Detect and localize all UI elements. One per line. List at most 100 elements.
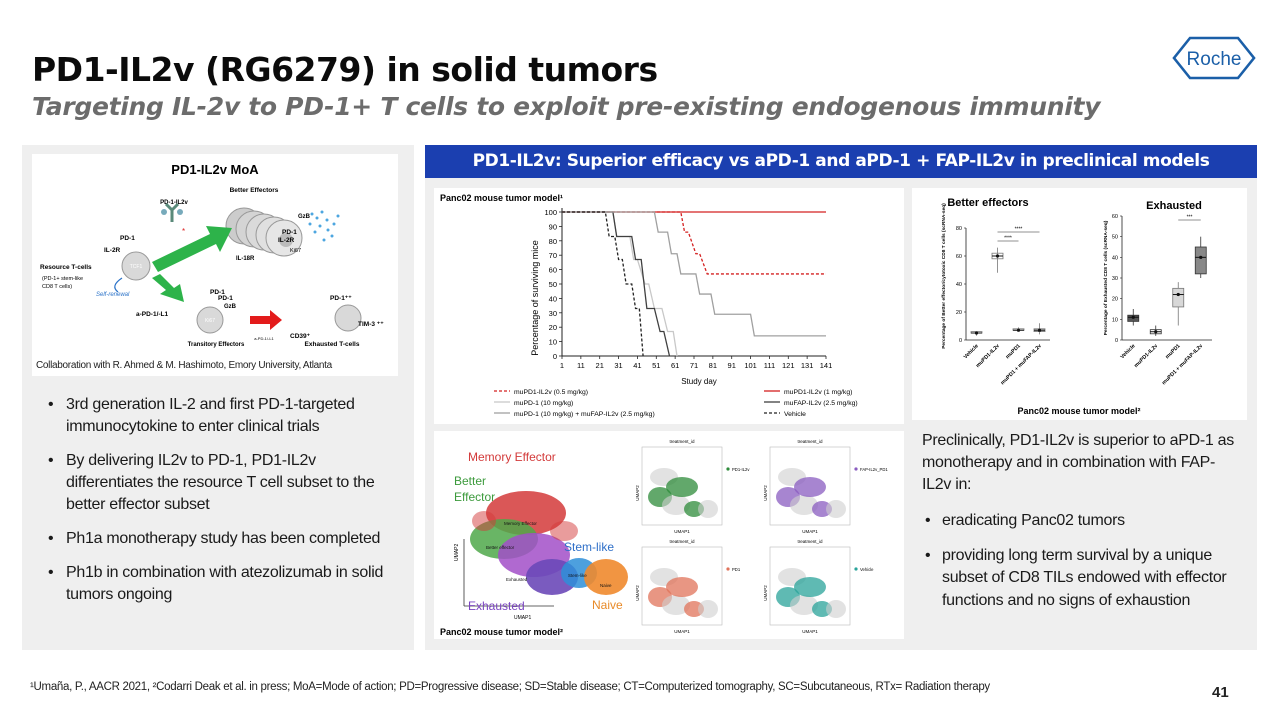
moa-label-pd1: PD-1: [120, 235, 135, 242]
umap-panel-cluster: [790, 595, 818, 615]
moa-label-apd1-small: a-PD-1/-L1: [254, 336, 274, 341]
survival-series-line: [562, 211, 671, 357]
umap-panel-cluster: [698, 500, 718, 518]
umap-small-memory: Memory Effector: [504, 521, 537, 526]
boxplot-y-tick-label: 30: [1112, 276, 1118, 282]
moa-label-resource: Resource T-cells: [40, 264, 92, 271]
boxplot-title-better: Better effectors: [947, 197, 1028, 209]
umap-panel-cluster: [826, 600, 846, 618]
boxplot-box: [1194, 246, 1207, 275]
survival-x-tick-label: 31: [614, 361, 622, 370]
boxplot-category-label: Vehicle: [963, 343, 980, 360]
umap-label-exhausted: Exhausted: [468, 599, 525, 613]
exhausted-cell-icon: [334, 304, 362, 332]
transitory-cell-icon: [196, 306, 224, 334]
moa-label-pd1pp: PD-1⁺⁺: [330, 295, 352, 302]
renewal-arrow-icon: [114, 277, 123, 293]
umap-label-better: Better: [454, 474, 486, 488]
boxplot-y-tick-label: 20: [1112, 297, 1118, 303]
moa-label-il18r: IL-18R: [236, 256, 255, 262]
umap-panel-legend-dot: [854, 467, 858, 471]
moa-label-pd1-t: PD-1: [210, 289, 225, 296]
boxplot-y-tick-label: 40: [956, 282, 962, 288]
survival-y-tick-label: 40: [549, 294, 557, 303]
umap-label-naive: Naive: [592, 598, 623, 612]
boxplot-point: [1037, 328, 1042, 332]
boxplot-box: [1172, 287, 1185, 308]
umap-panel-cluster: [684, 601, 704, 617]
umap-panel-header: treatment_id: [797, 539, 823, 544]
umap-panel-cluster: [812, 601, 832, 617]
survival-y-tick-label: 0: [553, 352, 557, 361]
moa-label-transitory: Transitory Effectors: [188, 342, 245, 348]
boxplot-title-exhausted: Exhausted: [1146, 200, 1202, 212]
granzyme-dots-icon: [308, 210, 340, 242]
umap-panel-legend-dot: [854, 567, 858, 571]
findings-bullet: providing long term survival by a unique…: [922, 545, 1242, 613]
survival-y-tick-label: 90: [549, 222, 557, 231]
resource-cell-icon: [121, 251, 151, 281]
survival-x-tick-label: 21: [596, 361, 604, 370]
moa-label-ki67-t: Ki67: [205, 318, 215, 324]
umap-box: Memory Effector Better Effector Stem-lik…: [434, 431, 904, 639]
umap-panel-xlabel: UMAP1: [674, 629, 690, 634]
boxplot-category-label: Vehicle: [1120, 343, 1137, 360]
survival-legend-label: muPD-1 (10 mg/kg): [514, 400, 573, 407]
left-bullet: 3rd generation IL-2 and first PD-1-targe…: [48, 394, 393, 438]
boxplot-y-tick-label: 0: [1115, 338, 1118, 344]
survival-chart-title: Panc02 mouse tumor model¹: [440, 193, 563, 203]
arrow-down-icon: [152, 274, 184, 302]
survival-chart-box: Panc02 mouse tumor model¹ Percentage of …: [434, 188, 904, 424]
survival-y-tick-label: 100: [544, 208, 557, 217]
survival-y-tick-label: 20: [549, 323, 557, 332]
umap-panel-header: treatment_id: [669, 539, 695, 544]
survival-x-tick-label: 1: [560, 361, 564, 370]
survival-series-line: [562, 211, 678, 357]
umap-panel-cluster: [662, 495, 690, 515]
moa-label-pd1-t2: PD-1: [218, 295, 233, 302]
umap-panel-cluster: [794, 477, 826, 497]
arrow-right-icon: [250, 310, 282, 330]
umap-panel-ylabel: UMAP2: [635, 485, 640, 501]
boxplot-significance-label: ***: [1187, 215, 1193, 221]
moa-label-il2r: IL-2R: [104, 247, 121, 254]
umap-small-exhausted: Exhausted: [506, 577, 528, 582]
survival-chart: Panc02 mouse tumor model¹ Percentage of …: [440, 193, 858, 418]
boxplot-category-label: muPD1 + muFAP-IL2v: [1161, 343, 1204, 386]
umap-panel-header: treatment_id: [797, 439, 823, 444]
umap-panel-legend-label: FAP-IL2v_PD1: [860, 467, 888, 472]
survival-x-tick-label: 51: [652, 361, 660, 370]
moa-label-cd39: CD39⁺: [290, 333, 311, 340]
umap-label-effector: Effector: [454, 490, 495, 504]
left-bullet: Ph1a monotherapy study has been complete…: [48, 528, 393, 550]
boxplot-ylabel-exhausted: Percentage of Exhausted CD8 T cells (scR…: [1103, 220, 1109, 335]
umap-panel-cluster: [666, 477, 698, 497]
survival-x-tick-label: 101: [744, 361, 757, 370]
umap-panel-xlabel: UMAP1: [674, 529, 690, 534]
survival-series-line: [562, 211, 644, 357]
boxplot-y-tick-label: 0: [959, 338, 962, 344]
moa-label-self-renewal: Self-renewal: [96, 292, 130, 298]
umap-figure: Memory Effector Better Effector Stem-lik…: [440, 439, 888, 637]
umap-panel-ylabel: UMAP2: [763, 485, 768, 501]
left-bullets: 3rd generation IL-2 and first PD-1-targe…: [48, 394, 393, 618]
umap-small-naive: Naive: [600, 583, 612, 588]
findings-bullet: eradicating Panc02 tumors: [922, 510, 1242, 533]
boxplot-y-tick-label: 50: [1112, 235, 1118, 241]
umap-panel-legend-label: PD1-IL2v: [732, 467, 750, 472]
survival-y-tick-label: 70: [549, 251, 557, 260]
survival-x-tick-label: 121: [782, 361, 795, 370]
moa-label-il2r-b: IL-2R: [278, 237, 295, 244]
umap-small-stem: Stem-like: [568, 573, 587, 578]
boxplot-y-tick-label: 80: [956, 226, 962, 232]
boxplot-y-tick-label: 60: [1112, 214, 1118, 220]
moa-label-gzb-t: GzB: [224, 304, 237, 310]
boxplot-point: [974, 331, 979, 335]
umap-panel-cluster: [826, 500, 846, 518]
survival-y-tick-label: 30: [549, 309, 557, 318]
survival-x-tick-label: 71: [690, 361, 698, 370]
star-icon: *: [182, 227, 185, 236]
survival-y-tick-label: 50: [549, 280, 557, 289]
umap-small-better: Better effector: [486, 545, 515, 550]
survival-legend-label: muFAP-IL2v (2.5 mg/kg): [784, 400, 858, 407]
